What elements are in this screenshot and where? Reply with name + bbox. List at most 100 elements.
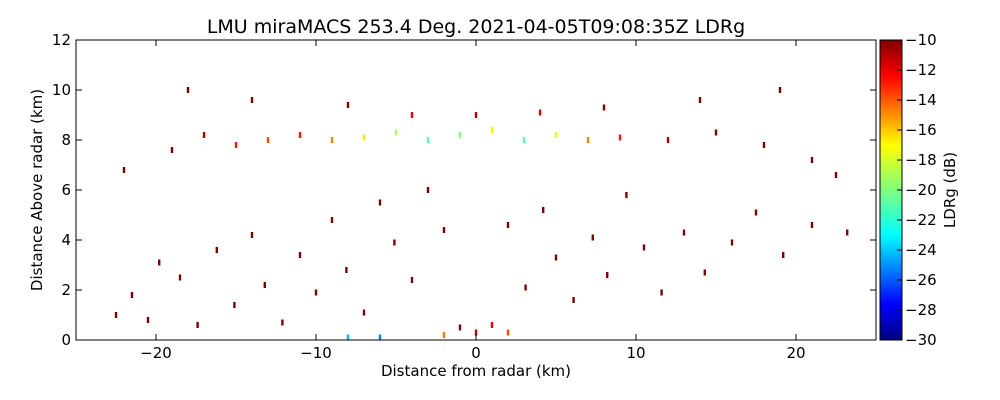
colorbar-tick-label: −28 xyxy=(905,301,937,319)
ldr-echo-mark xyxy=(625,192,628,198)
ldr-echo-mark xyxy=(130,292,134,298)
ldr-echo-mark xyxy=(393,239,396,246)
y-tick-label: 0 xyxy=(61,331,71,349)
colorbar-tick-label: −14 xyxy=(905,91,937,109)
y-tick-label: 4 xyxy=(61,231,71,249)
ldr-echo-mark xyxy=(442,332,446,338)
ldr-echo-mark xyxy=(170,147,174,153)
ldr-echo-mark xyxy=(298,252,302,258)
ldr-echo-mark xyxy=(266,137,270,143)
ldr-echo-mark xyxy=(196,322,199,328)
ldr-echo-mark xyxy=(281,319,284,326)
y-tick-label: 2 xyxy=(61,281,71,299)
ldr-echo-mark xyxy=(554,132,558,138)
ldr-echo-mark xyxy=(762,142,766,148)
ldr-echo-mark xyxy=(346,334,350,340)
ldr-echo-mark xyxy=(606,272,609,278)
ldr-echo-mark xyxy=(490,322,494,328)
ldr-echo-mark xyxy=(233,302,236,308)
colorbar-tick-label: −16 xyxy=(905,121,937,139)
y-tick-label: 12 xyxy=(52,31,71,49)
ldr-echo-mark xyxy=(362,309,366,316)
ldr-echo-mark xyxy=(506,222,510,228)
ldr-echo-mark xyxy=(591,234,594,241)
ldr-echo-mark xyxy=(158,259,161,266)
x-axis-label: Distance from radar (km) xyxy=(381,362,571,380)
ldr-echo-mark xyxy=(666,137,670,143)
ldr-echo-mark xyxy=(730,239,734,246)
x-tick-label: 20 xyxy=(786,344,805,362)
colorbar-tick-label: −18 xyxy=(905,151,937,169)
ldr-echo-mark xyxy=(146,317,150,323)
ldr-echo-mark xyxy=(362,134,366,141)
ldr-echo-mark xyxy=(250,97,254,103)
ldr-echo-mark xyxy=(642,244,646,251)
ldr-echo-mark xyxy=(250,232,254,238)
colorbar-tick-label: −10 xyxy=(905,31,937,49)
ldr-echo-mark xyxy=(345,267,348,273)
ldr-echo-mark xyxy=(618,134,622,141)
ldr-echo-mark xyxy=(602,104,606,111)
y-axis: 0 2 4 6 8 10 12 xyxy=(52,31,876,349)
ldr-echo-mark xyxy=(298,132,302,138)
colorbar-tick-label: −26 xyxy=(905,271,937,289)
ldr-echo-mark xyxy=(682,229,686,236)
y-axis-label: Distance Above radar (km) xyxy=(28,89,46,291)
x-tick-label: 10 xyxy=(626,344,645,362)
ldr-echo-mark xyxy=(834,172,838,178)
ldr-echo-mark xyxy=(122,167,126,173)
ldr-echo-mark xyxy=(506,329,510,336)
chart-title: LMU miraMACS 253.4 Deg. 2021-04-05T09:08… xyxy=(207,16,745,38)
x-tick-label: −20 xyxy=(140,344,172,362)
ldr-echo-mark xyxy=(215,247,218,253)
x-tick-label: −10 xyxy=(300,344,332,362)
ldr-echo-mark xyxy=(490,127,494,133)
ldr-echo-mark xyxy=(810,222,814,228)
ldr-echo-mark xyxy=(586,137,590,143)
ldr-echo-mark xyxy=(426,137,430,143)
ldr-echo-mark xyxy=(572,297,575,303)
ldr-echo-mark xyxy=(394,129,398,136)
ldr-echo-mark xyxy=(522,137,526,143)
ldr-echo-mark xyxy=(754,209,758,216)
plot-area xyxy=(75,39,877,341)
y-tick-label: 10 xyxy=(52,81,71,99)
ldr-echo-mark xyxy=(846,229,849,236)
ldr-echo-mark xyxy=(263,282,266,288)
colorbar-tick-label: −12 xyxy=(905,61,937,79)
x-tick-label: 0 xyxy=(471,344,481,362)
ldr-echo-mark xyxy=(538,109,542,116)
ldr-echo-mark xyxy=(410,277,414,283)
ldr-echo-mark xyxy=(330,217,334,223)
ldr-echo-mark xyxy=(186,87,190,93)
ldr-data-marks xyxy=(114,87,849,340)
colorbar-ticks: −10 −12 −14 −16 −18 −20 −22 −24 −26 −28 −30 xyxy=(897,31,937,349)
ldr-echo-mark xyxy=(660,289,663,296)
ldr-echo-mark xyxy=(698,97,702,103)
colorbar-tick-label: −24 xyxy=(905,241,937,259)
ldr-echo-mark xyxy=(474,329,478,336)
ldr-echo-mark xyxy=(346,102,350,108)
ldr-echo-mark xyxy=(542,207,545,213)
ldr-echo-mark xyxy=(178,274,182,281)
ldr-echo-mark xyxy=(426,187,430,193)
ldr-echo-mark xyxy=(474,112,478,118)
ldr-echo-mark xyxy=(442,227,446,233)
ldr-echo-mark xyxy=(234,142,238,148)
ldr-echo-mark xyxy=(378,199,382,206)
ldr-echo-mark xyxy=(782,252,785,258)
ldr-echo-mark xyxy=(810,157,814,163)
ldr-echo-mark xyxy=(410,112,414,118)
ldr-echo-mark xyxy=(703,269,706,276)
ldr-echo-mark xyxy=(202,132,206,138)
colorbar-tick-label: −22 xyxy=(905,211,937,229)
colorbar-label: LDRg (dB) xyxy=(941,152,959,228)
colorbar-tick-label: −20 xyxy=(905,181,937,199)
ldr-echo-mark xyxy=(778,87,782,93)
ldr-echo-mark xyxy=(314,289,318,296)
ldr-echo-mark xyxy=(114,312,118,318)
ldr-echo-mark xyxy=(554,254,558,261)
colorbar-tick-label: −30 xyxy=(905,331,937,349)
ldr-echo-mark xyxy=(458,132,462,138)
